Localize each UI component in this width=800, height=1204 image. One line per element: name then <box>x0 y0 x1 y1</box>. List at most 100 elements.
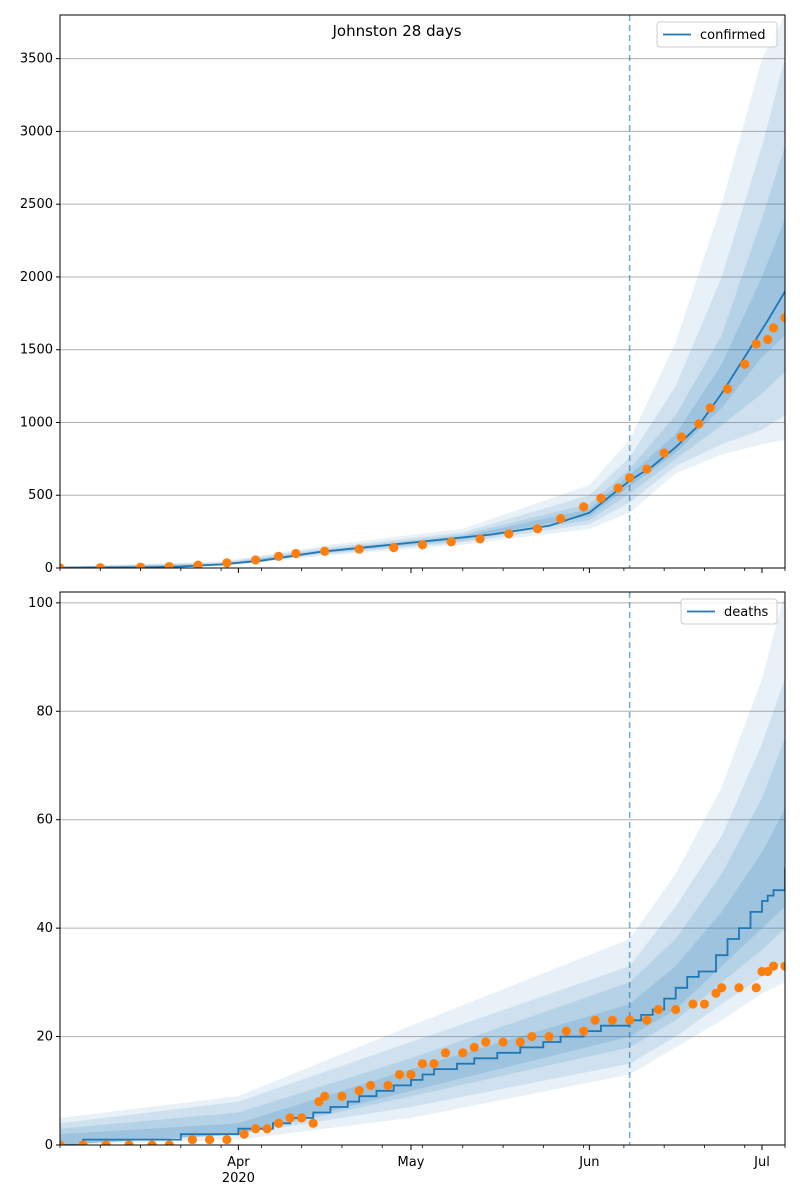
observed-point <box>60 563 65 568</box>
observed-point <box>625 473 635 483</box>
y-tick-label: 500 <box>28 488 53 503</box>
y-tick-label: 80 <box>36 704 53 719</box>
observed-point <box>95 563 105 568</box>
uncertainty-band <box>60 678 785 1145</box>
observed-point <box>222 1134 232 1145</box>
observed-point <box>458 1048 468 1058</box>
x-tick-label: Apr <box>227 1155 250 1170</box>
observed-point <box>297 1113 307 1123</box>
observed-point <box>251 1124 261 1134</box>
observed-point <box>475 534 485 544</box>
observed-point <box>532 524 543 534</box>
x-tick-label: May <box>398 1155 425 1170</box>
observed-point <box>101 1140 111 1145</box>
y-tick-label: 40 <box>36 921 53 936</box>
observed-point <box>688 999 698 1009</box>
confirmed-panel: 0 500 1000 1500 2000 2500 3000 3500 Johnston 28 … <box>20 14 786 576</box>
observed-point <box>394 1069 405 1080</box>
observed-point <box>751 983 761 993</box>
plot-frame <box>59 14 786 569</box>
observed-point <box>320 546 330 556</box>
observed-point <box>274 1118 284 1128</box>
observed-point <box>314 1097 324 1107</box>
observed-point <box>561 1026 571 1036</box>
y-tick-label: 2000 <box>20 270 53 285</box>
observed-point <box>274 551 284 561</box>
observed-point <box>205 1134 215 1145</box>
observed-point <box>717 983 727 993</box>
observed-point <box>383 1080 393 1090</box>
observed-point <box>320 1091 330 1101</box>
observed-point <box>222 558 232 568</box>
legend-box <box>656 21 778 48</box>
observed-point <box>164 1140 174 1145</box>
observed-point <box>596 493 606 503</box>
observed-point <box>694 419 704 429</box>
observed-point <box>469 1042 479 1053</box>
observed-point <box>337 1091 347 1101</box>
observed-point <box>135 562 146 568</box>
observed-point <box>768 323 779 333</box>
y-tick-label: 3500 <box>20 52 53 67</box>
observed-point <box>734 983 744 993</box>
observed-point <box>406 1069 416 1080</box>
observed-point <box>440 1048 451 1058</box>
observed-point <box>544 1031 554 1042</box>
observed-point <box>763 334 773 345</box>
observed-point <box>498 1037 508 1047</box>
legend-box <box>680 598 778 625</box>
observed-point <box>262 1124 272 1134</box>
uncertainty-band <box>60 738 785 1145</box>
observed-point <box>354 1086 364 1096</box>
y-tick-label: 1500 <box>20 343 53 358</box>
plot-area <box>60 15 785 568</box>
observed-point <box>590 1015 600 1025</box>
observed-point <box>481 1037 491 1047</box>
observed-point <box>504 529 514 539</box>
observed-point <box>671 1004 681 1015</box>
x-tick-label: Jul <box>753 1155 770 1170</box>
observed-point <box>285 1113 295 1123</box>
plot-area <box>60 592 785 1145</box>
observed-point <box>699 999 710 1009</box>
observed-point <box>124 1140 134 1145</box>
observed-point <box>251 555 261 565</box>
observed-point <box>659 448 669 458</box>
observed-point <box>763 966 773 977</box>
y-tick-label: 100 <box>28 596 53 611</box>
observed-point <box>417 540 428 550</box>
x-tick-label: Jun <box>578 1155 599 1170</box>
legend-label: confirmed <box>700 28 766 43</box>
observed-point <box>429 1059 439 1069</box>
deaths-line <box>60 868 785 1145</box>
observed-point <box>722 384 733 394</box>
legend-label: deaths <box>724 605 769 620</box>
y-tick-label: 2500 <box>20 197 53 212</box>
observed-point <box>60 1140 65 1145</box>
observed-point <box>515 1037 525 1047</box>
y-tick-label: 0 <box>45 561 53 576</box>
y-tick-label: 60 <box>36 813 53 828</box>
uncertainty-band <box>60 592 785 1145</box>
observed-point <box>308 1118 318 1128</box>
observed-point <box>653 1004 664 1015</box>
observed-point <box>417 1059 428 1069</box>
observed-point <box>780 961 785 971</box>
x-tick-sublabel: 2020 <box>222 1171 255 1186</box>
observed-point <box>78 1140 88 1145</box>
observed-point <box>389 543 399 553</box>
y-tick-label: 0 <box>45 1138 53 1153</box>
uncertainty-band <box>60 15 785 568</box>
y-tick-label: 3000 <box>20 124 53 139</box>
observed-point <box>366 1080 376 1090</box>
observed-point <box>446 537 456 547</box>
y-tick-label: 20 <box>36 1030 53 1045</box>
observed-point <box>607 1015 617 1025</box>
observed-point <box>625 1015 635 1025</box>
y-tick-label: 1000 <box>20 415 53 430</box>
observed-point <box>291 548 301 559</box>
observed-point <box>780 313 785 323</box>
